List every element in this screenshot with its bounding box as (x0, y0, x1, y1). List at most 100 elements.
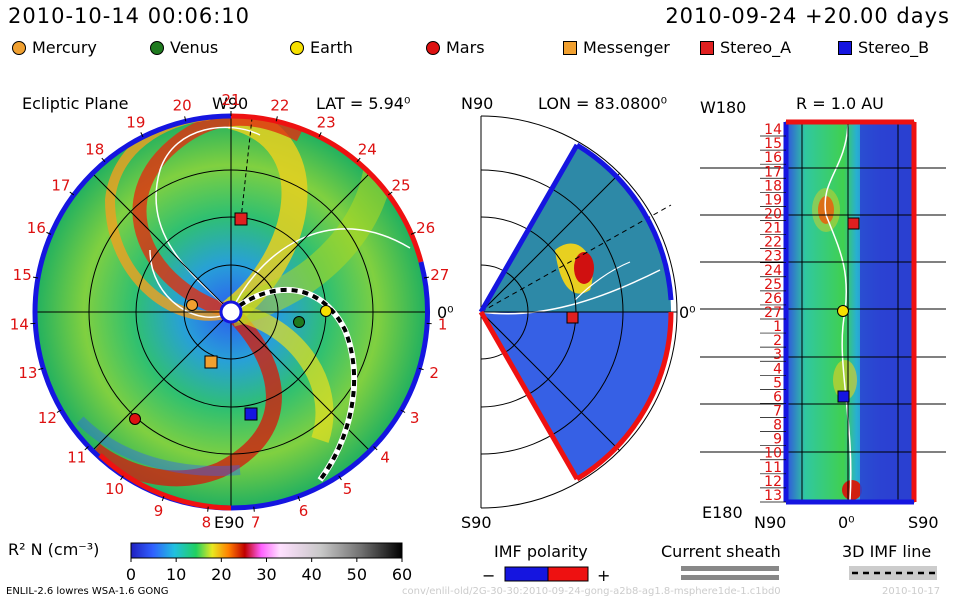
legend-marker-icon (838, 40, 852, 55)
radial-day-label: 9 (773, 432, 782, 448)
ring-day-label: 15 (13, 266, 32, 284)
radial-day-label: 20 (764, 206, 782, 222)
ring-day-label: 11 (67, 448, 86, 466)
radial-bottom-s-label: S90 (908, 513, 939, 532)
ring-day-label: 27 (430, 266, 449, 284)
ring-day-labels: 21 22232425262712345678910111213141516171… (10, 91, 450, 532)
mars-marker (129, 413, 141, 425)
model-info: ENLIL-2.6 lowres WSA-1.6 GONG (6, 586, 169, 597)
radial-day-label: 8 (773, 418, 782, 434)
radius-label: R = 1.0 AU (796, 94, 884, 113)
colorbar-tick-label: 40 (301, 565, 321, 584)
ring-day-label: 24 (358, 141, 377, 159)
meridional-earth-marker (566, 311, 579, 324)
ring-day-label: 16 (27, 219, 46, 237)
ecliptic-top-label: W90 (212, 94, 249, 113)
legend-item-messenger: Messenger (563, 38, 670, 57)
radial-day-label: 22 (764, 235, 782, 251)
ecliptic-zero-label: 0⁰ (437, 303, 454, 322)
radial-top-left-label: W180 (700, 98, 747, 117)
mercury-marker (186, 299, 198, 311)
ring-day-label: 20 (173, 97, 192, 115)
ring-day-label: 2 (429, 364, 439, 382)
legend-item-stereo-a: Stereo_A (700, 38, 791, 57)
ring-day-label: 4 (380, 448, 390, 466)
meridional-bottom-label: S90 (461, 513, 492, 532)
legend-item-earth: Earth (290, 38, 353, 57)
lat-label: LAT = 5.94⁰ (316, 94, 411, 113)
imf-plus-label: + (597, 566, 611, 585)
radial-day-label: 23 (764, 249, 782, 265)
radial-bottom-zero-label: 0⁰ (838, 513, 855, 532)
radial-day-label: 19 (764, 192, 782, 208)
colorbar-title: R² N (cm⁻³) (8, 540, 100, 559)
imf-polarity-label: IMF polarity (494, 542, 588, 561)
colorbar-tick-label: 10 (166, 565, 186, 584)
ring-day-label: 26 (416, 219, 435, 237)
legend-label: Messenger (583, 38, 670, 57)
ring-day-label: 13 (18, 364, 37, 382)
ecliptic-panel: 21 22232425262712345678910111213141516171… (10, 91, 454, 532)
radial-day-label: 27 (764, 305, 782, 321)
legend-marker-icon (12, 40, 26, 55)
radial-day-label: 14 (764, 122, 782, 138)
radial-bottom-left-label: E180 (702, 503, 743, 522)
ring-day-label: 1 (438, 315, 448, 333)
legend-marker-icon (700, 40, 714, 55)
radial-day-label: 24 (764, 263, 782, 279)
imf-positive-swatch (547, 566, 589, 582)
radial-day-label: 1 (773, 319, 782, 335)
ring-day-label: 6 (299, 502, 309, 520)
current-sheath-label: Current sheath (661, 542, 781, 561)
meridional-panel: 0⁰ (478, 115, 696, 509)
ring-day-label: 5 (343, 480, 353, 498)
radial-day-label: 18 (764, 178, 782, 194)
ring-day-label: 12 (38, 409, 57, 427)
legend-item-mars: Mars (426, 38, 485, 57)
meridional-zero-label: 0⁰ (679, 303, 696, 322)
imf-line-swatch (849, 566, 937, 580)
ring-day-label: 19 (126, 114, 145, 132)
radial-stereo-a-marker (847, 217, 860, 230)
ring-day-label: 17 (51, 176, 70, 194)
legend-label: Stereo_A (720, 38, 792, 57)
radial-day-label: 21 (764, 221, 782, 237)
radial-day-label: 2 (773, 333, 782, 349)
legend-label: Mercury (32, 38, 97, 57)
colorbar: 0 10 20 30 40 50 60 (126, 542, 412, 584)
radial-day-label: 6 (773, 389, 782, 405)
radial-day-label: 10 (764, 446, 782, 462)
radial-day-label: 17 (764, 164, 782, 180)
ring-day-label: 23 (317, 114, 336, 132)
timestamp: 2010-10-14 00:06:10 (8, 4, 251, 28)
lon-label: LON = 83.0800⁰ (538, 94, 668, 113)
colorbar-tick-label: 30 (256, 565, 276, 584)
meridional-top-label: N90 (461, 94, 494, 113)
legend-marker-icon (563, 40, 577, 55)
legend-label: Mars (446, 38, 485, 57)
imf-minus-label: − (482, 566, 496, 585)
legend-label: Earth (310, 38, 353, 57)
run-date: 2010-10-17 (882, 586, 941, 597)
radial-day-label: 25 (764, 277, 782, 293)
ring-day-label: 3 (410, 409, 420, 427)
legend-item-venus: Venus (150, 38, 218, 57)
radial-day-ticks: 1415161718192021222324252627123456789101… (760, 122, 786, 504)
legend-marker-icon (290, 40, 304, 55)
radial-day-label: 3 (773, 347, 782, 363)
radial-day-label: 4 (773, 361, 782, 377)
colorbar-tick-label: 50 (347, 565, 367, 584)
ring-day-label: 10 (105, 480, 124, 498)
radial-day-label: 12 (764, 474, 782, 490)
radial-day-label: 26 (764, 291, 782, 307)
radial-stereo-b-marker (837, 390, 850, 403)
legend-marker-icon (426, 40, 440, 55)
radial-day-label: 13 (764, 488, 782, 504)
ring-day-label: 22 (270, 97, 289, 115)
ring-day-label: 7 (251, 514, 261, 532)
legend-label: Venus (170, 38, 219, 57)
ecliptic-title: Ecliptic Plane (22, 94, 129, 113)
legend-label: Stereo_B (858, 38, 930, 57)
colorbar-tick-label: 60 (392, 565, 412, 584)
